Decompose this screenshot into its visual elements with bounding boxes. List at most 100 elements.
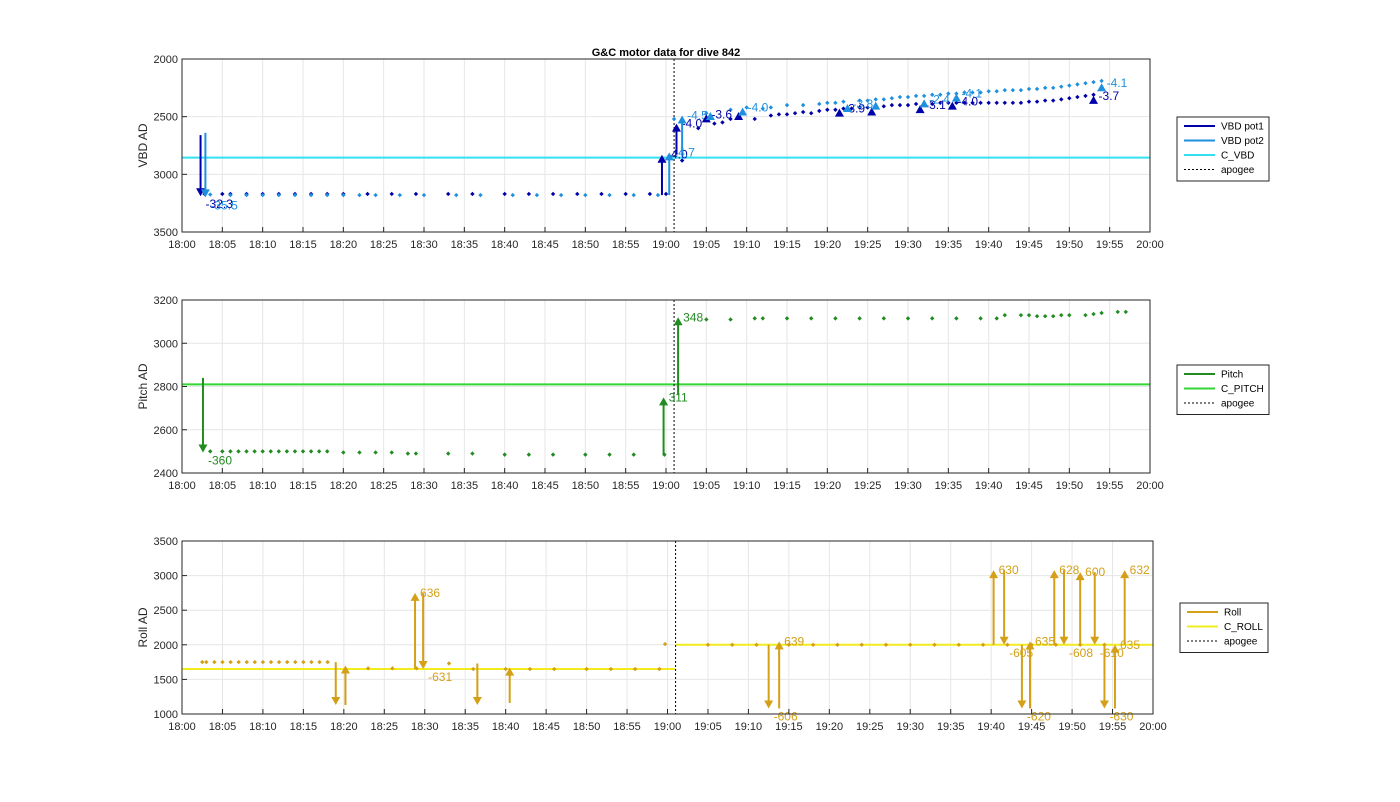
data-point [502, 452, 507, 457]
data-point [309, 659, 314, 665]
x-tick-label: 18:10 [249, 721, 277, 733]
data-point [857, 316, 862, 321]
data-point [446, 661, 452, 666]
x-tick-label: 19:40 [975, 480, 1003, 492]
event-arrow-head [764, 700, 774, 709]
data-point [865, 105, 870, 110]
data-point [1053, 642, 1059, 647]
event-label: -3.1 [925, 98, 946, 112]
x-tick-label: 18:10 [249, 239, 277, 251]
event-arrow-head [867, 107, 877, 116]
event-label: 635 [1120, 638, 1140, 652]
x-tick-label: 18:50 [573, 721, 601, 733]
data-point [550, 191, 556, 197]
data-point [978, 100, 983, 106]
data-point [503, 666, 508, 672]
data-point [881, 316, 886, 321]
x-tick-label: 19:55 [1096, 480, 1124, 492]
data-point [260, 659, 266, 665]
data-point [228, 449, 233, 454]
data-point [552, 666, 557, 672]
event-arrow-head [834, 108, 844, 117]
data-point [1042, 314, 1048, 319]
data-point [784, 112, 790, 117]
x-tick-label: 18:30 [410, 480, 438, 492]
data-point [276, 449, 281, 454]
x-tick-label: 19:45 [1015, 480, 1043, 492]
data-point [946, 91, 951, 96]
data-point [938, 92, 943, 97]
data-point [962, 90, 967, 95]
data-point [776, 112, 782, 117]
legend-label: Pitch [1221, 370, 1243, 381]
event-label: -606 [774, 709, 798, 723]
data-point [657, 666, 662, 672]
data-point [413, 191, 419, 197]
data-point [905, 102, 911, 108]
x-tick-label: 18:35 [451, 721, 479, 733]
data-point [913, 101, 919, 107]
data-point [752, 116, 757, 122]
event-arrow-head [657, 154, 667, 163]
data-point [784, 316, 790, 321]
data-point [835, 642, 840, 647]
data-point [397, 192, 402, 198]
data-point [584, 666, 589, 672]
x-tick-label: 18:50 [572, 480, 600, 492]
data-point [526, 452, 532, 457]
event-arrow-head [1059, 636, 1069, 645]
data-point [841, 99, 846, 104]
data-point [905, 94, 911, 100]
x-tick-label: 19:10 [733, 239, 761, 251]
data-point [1051, 85, 1056, 91]
data-point [889, 102, 895, 108]
x-tick-label: 18:00 [168, 721, 196, 733]
event-arrow-head [418, 661, 428, 670]
x-tick-label: 18:45 [531, 480, 559, 492]
data-point [962, 100, 967, 106]
data-point [390, 666, 395, 671]
data-point [1010, 87, 1016, 93]
event-arrow-head [951, 93, 961, 102]
event-arrow-head [673, 317, 683, 326]
y-tick-label: 3500 [154, 536, 178, 548]
data-point [607, 192, 612, 198]
data-point [608, 666, 614, 672]
data-point [632, 666, 638, 672]
x-tick-label: 18:15 [289, 239, 317, 251]
data-point [510, 192, 515, 198]
event-label: 635 [1035, 634, 1055, 648]
event-label: -4.1 [1107, 76, 1128, 90]
data-point [526, 191, 532, 197]
event-arrow-head [505, 667, 515, 676]
data-point [1026, 312, 1032, 318]
y-tick-label: 3500 [154, 227, 178, 239]
x-tick-label: 18:20 [330, 480, 358, 492]
y-axis-label: Pitch AD [136, 363, 150, 409]
data-point [825, 100, 830, 106]
event-arrow-head [1120, 570, 1130, 579]
data-point [316, 449, 322, 454]
data-point [752, 316, 757, 321]
x-tick-label: 19:20 [814, 480, 842, 492]
y-tick-label: 2000 [154, 640, 178, 652]
y-axis-label: Roll AD [136, 607, 150, 647]
legend-box [1176, 116, 1270, 182]
event-label: 632 [1130, 563, 1150, 577]
data-point [800, 102, 806, 108]
data-point [760, 106, 765, 111]
x-tick-label: 18:30 [411, 721, 439, 733]
x-tick-label: 19:40 [975, 239, 1003, 251]
x-tick-label: 18:05 [209, 480, 237, 492]
data-point [365, 666, 371, 671]
data-point [754, 642, 759, 647]
data-point [1018, 87, 1024, 93]
data-point [1075, 82, 1080, 87]
data-point [365, 191, 370, 197]
data-point [1099, 310, 1104, 316]
data-point [817, 101, 822, 107]
event-arrow-head [1017, 700, 1027, 709]
data-point [470, 451, 475, 456]
data-point [728, 107, 733, 112]
data-point [1091, 79, 1096, 85]
